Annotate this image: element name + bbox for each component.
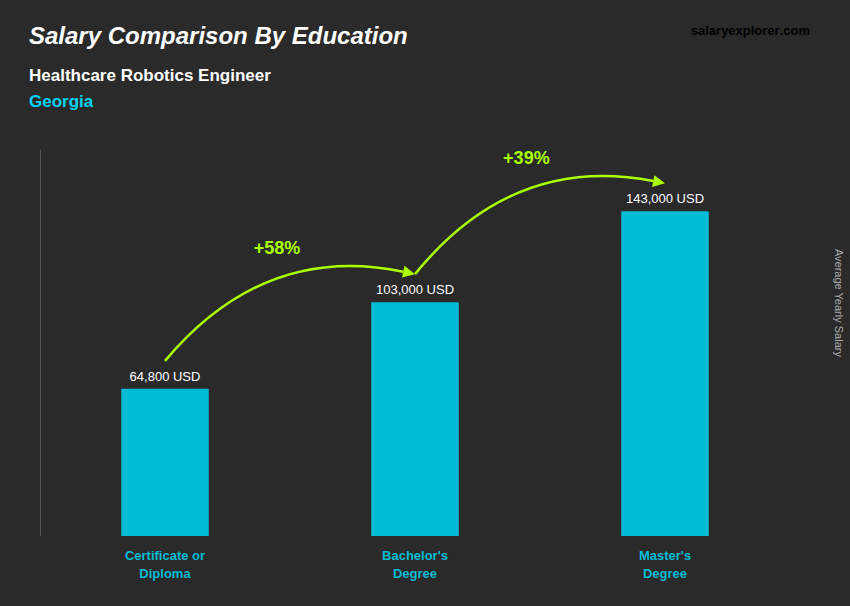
- svg-text:103,000 USD: 103,000 USD: [376, 282, 454, 297]
- svg-text:Master's: Master's: [639, 548, 691, 563]
- svg-text:Degree: Degree: [643, 566, 687, 581]
- svg-text:salary: salary: [691, 23, 729, 38]
- svg-text:143,000 USD: 143,000 USD: [626, 191, 704, 206]
- svg-text:Diploma: Diploma: [139, 566, 191, 581]
- svg-text:Bachelor's: Bachelor's: [382, 548, 448, 563]
- svg-text:Healthcare Robotics Engineer: Healthcare Robotics Engineer: [29, 66, 271, 85]
- svg-text:Certificate or: Certificate or: [125, 548, 205, 563]
- svg-text:explorer: explorer: [728, 23, 779, 38]
- svg-text:Salary Comparison By Education: Salary Comparison By Education: [29, 22, 408, 49]
- svg-text:Georgia: Georgia: [29, 92, 94, 111]
- svg-text:Average Yearly Salary: Average Yearly Salary: [833, 249, 845, 358]
- svg-text:Degree: Degree: [393, 566, 437, 581]
- svg-text:+39%: +39%: [503, 148, 550, 168]
- svg-text:.com: .com: [780, 23, 810, 38]
- svg-text:64,800 USD: 64,800 USD: [130, 369, 201, 384]
- svg-text:+58%: +58%: [254, 238, 301, 258]
